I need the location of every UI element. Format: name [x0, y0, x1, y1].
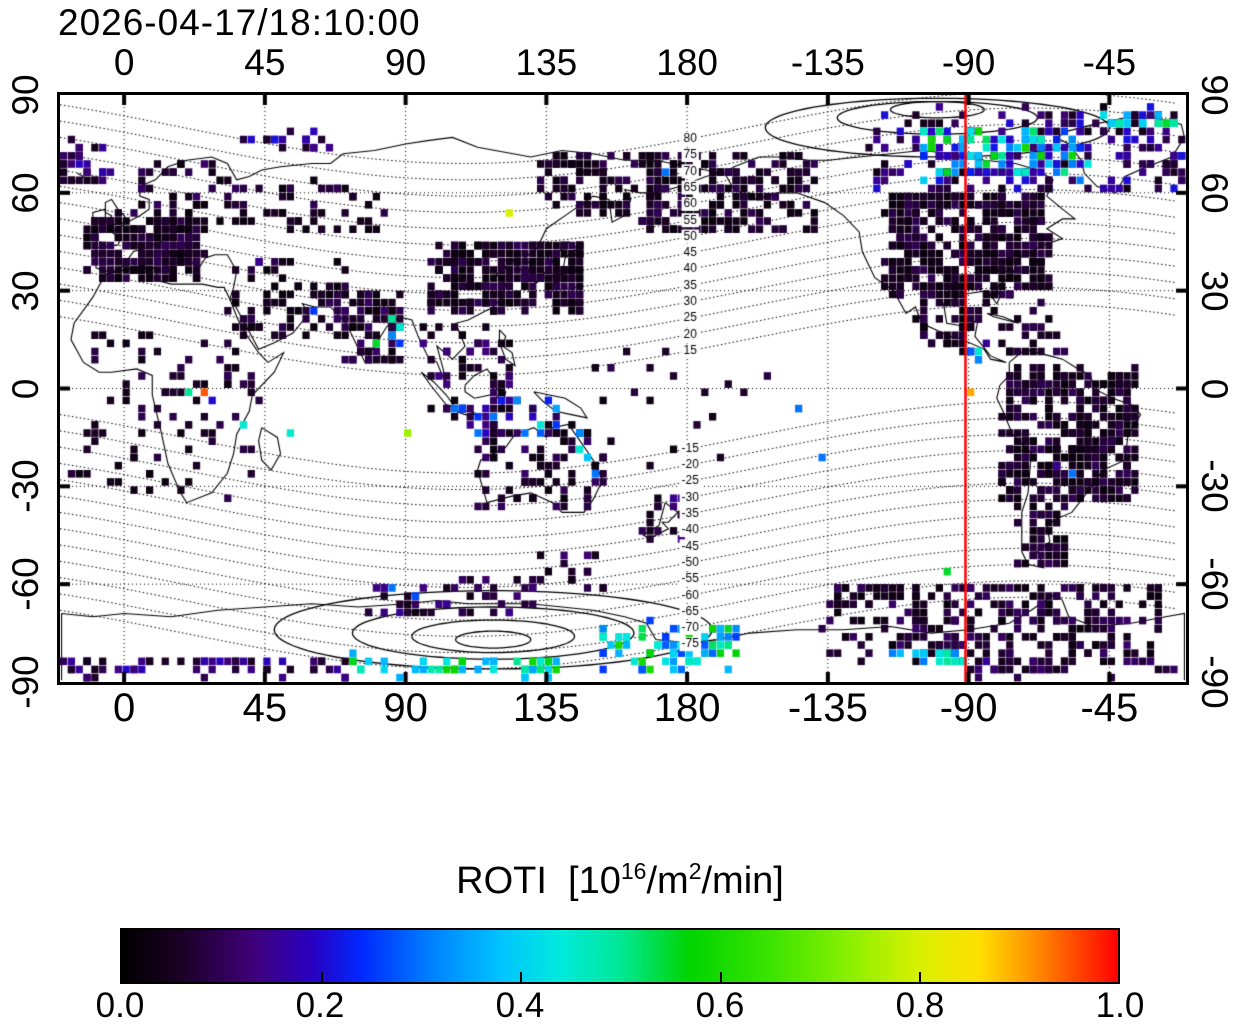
lon-tick-label-top: -90: [941, 42, 996, 83]
lat-tick-label-left: -30: [5, 459, 46, 514]
colorbar-tick-label: 0.4: [495, 986, 545, 1024]
lon-tick-label-top: -135: [790, 42, 865, 83]
colorbar-title: ROTI [1016/m2/min]: [0, 858, 1240, 903]
timestamp: 2026-04-17/18:10:00: [58, 2, 421, 43]
colorbar-title-exponent: 2: [688, 858, 702, 884]
colorbar: [120, 928, 1120, 984]
lat-tick-label-right: 30: [1194, 270, 1235, 312]
colorbar-tick-label: 0.6: [695, 986, 745, 1024]
colorbar-title-exponent: 16: [620, 858, 647, 884]
colorbar-title-text: /min]: [701, 860, 784, 902]
lon-tick-label-bottom: 0: [112, 686, 136, 730]
colorbar-tick-label: 0.2: [295, 986, 345, 1024]
colorbar-tick-label: 0.8: [895, 986, 945, 1024]
roti-map-canvas: [60, 95, 1186, 682]
lon-tick-label-bottom: 45: [242, 686, 288, 730]
lon-tick-label-bottom: 135: [512, 686, 580, 730]
lat-tick-label-right: -60: [1194, 557, 1235, 611]
lon-tick-label-bottom: 180: [653, 686, 721, 730]
lon-tick-label-top: 45: [244, 42, 286, 83]
colorbar-tick-mark: [719, 972, 722, 982]
lat-tick-label-left: 0: [5, 378, 46, 399]
lat-tick-label-left: 30: [5, 270, 46, 312]
lat-tick-label-right: -30: [1194, 459, 1235, 514]
colorbar-title-text: ROTI [10: [456, 860, 621, 902]
lat-tick-label-right: 90: [1194, 74, 1235, 116]
colorbar-tick-label: 1.0: [1095, 986, 1145, 1024]
lon-tick-label-top: 0: [113, 42, 135, 83]
lon-tick-label-bottom: -45: [1080, 686, 1139, 730]
lon-tick-label-bottom: -135: [787, 686, 868, 730]
lat-tick-label-right: 60: [1194, 172, 1235, 214]
lat-tick-label-left: -90: [5, 655, 46, 709]
lat-tick-label-left: 90: [5, 74, 46, 116]
lon-tick-label-bottom: 90: [383, 686, 428, 730]
lon-tick-label-top: -45: [1082, 42, 1137, 83]
map-frame: [57, 92, 1189, 685]
lon-tick-label-top: 90: [385, 42, 427, 83]
colorbar-tick-mark: [918, 972, 921, 982]
colorbar-tick-mark: [321, 972, 324, 982]
lat-tick-label-right: -90: [1194, 655, 1235, 709]
lat-tick-label-right: 0: [1194, 378, 1235, 399]
colorbar-title-text: /m: [646, 860, 689, 902]
colorbar-tick-label: 0.0: [95, 986, 145, 1024]
lat-tick-label-left: -60: [5, 557, 46, 611]
lon-tick-label-top: 180: [656, 42, 718, 83]
lat-tick-label-left: 60: [5, 172, 46, 214]
colorbar-tick-mark: [520, 972, 523, 982]
lon-tick-label-top: 135: [515, 42, 578, 83]
lon-tick-label-bottom: -90: [939, 686, 998, 730]
